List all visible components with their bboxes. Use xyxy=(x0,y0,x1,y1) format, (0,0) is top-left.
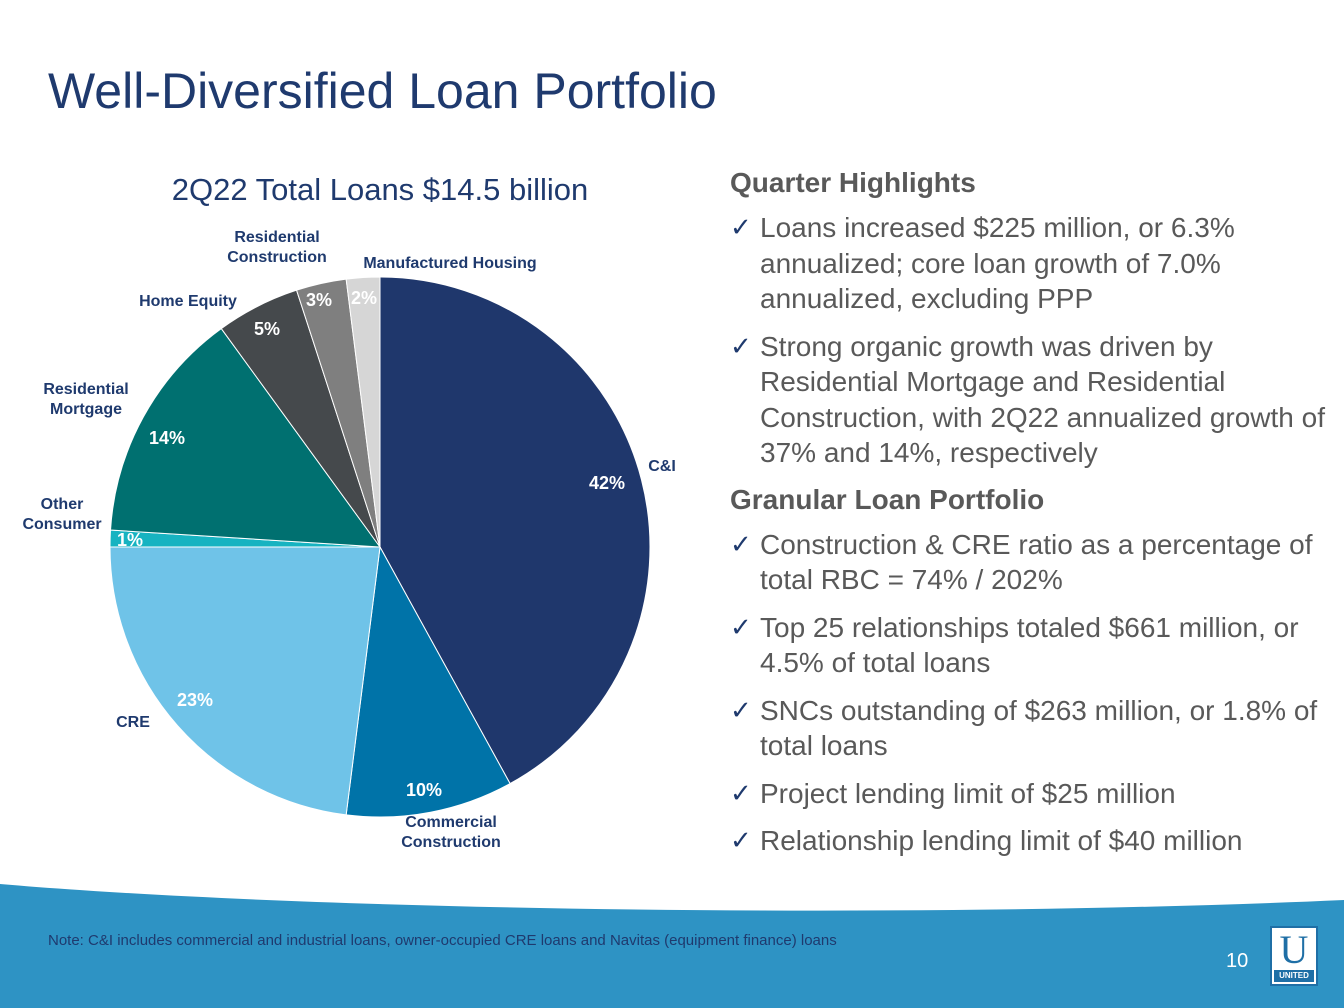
slice-category-label: Manufactured Housing xyxy=(363,255,536,272)
slice-category-label: Residential Mortgage xyxy=(43,381,128,418)
footer-note: Note: C&I includes commercial and indust… xyxy=(48,932,837,949)
logo-letter: U xyxy=(1279,927,1309,972)
section-heading: Granular Loan Portfolio xyxy=(730,483,1045,515)
slice-value-label: 3% xyxy=(306,290,332,310)
pie-slice xyxy=(345,276,381,548)
check-icon: ✓ xyxy=(730,825,752,855)
pie-chart: 42% C&I 10% Commercial Construction 23% CRE 1% O… xyxy=(22,229,676,851)
page-title: Well-Diversified Loan Portfolio xyxy=(48,63,717,119)
bullet-item: ✓ Loans increased $225 million, or 6.3% a… xyxy=(730,212,1235,314)
section-granular-portfolio: Granular Loan Portfolio ✓ Construction & … xyxy=(730,483,1330,859)
slice-value-label: 14% xyxy=(149,428,185,448)
check-icon: ✓ xyxy=(730,330,752,361)
bullet-item: ✓ Project lending limit of $25 million xyxy=(730,776,1330,812)
check-icon: ✓ xyxy=(730,212,752,242)
bullet-item: ✓ Strong organic growth was driven by Res… xyxy=(730,330,1325,469)
check-icon: ✓ xyxy=(730,528,752,559)
pie-slice xyxy=(109,546,381,816)
slice-category-label: CRE xyxy=(116,714,150,731)
slice-category-label: Home Equity xyxy=(139,293,237,310)
slice-category-label: Other Consumer xyxy=(22,496,101,533)
slice-category-label: C&I xyxy=(648,458,676,475)
united-logo: U UNITED xyxy=(1270,926,1318,986)
highlights-panel: Quarter Highlights ✓ Loans increased $225… xyxy=(730,166,1330,871)
check-icon: ✓ xyxy=(730,611,752,642)
slice-value-label: 42% xyxy=(589,473,625,493)
bullet-item: ✓ Top 25 relationships totaled $661 milli… xyxy=(730,611,1299,679)
bullet-item: ✓ SNCs outstanding of $263 million, or 1.… xyxy=(730,694,1318,762)
bullet-item: ✓ Construction & CRE ratio as a percentag… xyxy=(730,528,1313,596)
slice-value-label: 2% xyxy=(351,288,377,308)
slice-value-label: 23% xyxy=(177,690,213,710)
slice-value-label: 1% xyxy=(117,530,143,550)
pie-slice xyxy=(109,327,382,548)
footer-band xyxy=(0,884,1344,1008)
slice-value-label: 10% xyxy=(406,780,442,800)
slice-category-label: Commercial Construction xyxy=(401,814,501,851)
bullet-item: ✓ Relationship lending limit of $40 milli… xyxy=(730,823,1330,859)
slice-category-label: Residential Construction xyxy=(227,229,327,266)
pie-slice xyxy=(379,276,651,785)
section-heading: Quarter Highlights xyxy=(730,167,976,198)
check-icon: ✓ xyxy=(730,694,752,725)
check-icon: ✓ xyxy=(730,777,752,808)
section-quarter-highlights: Quarter Highlights ✓ Loans increased $225… xyxy=(730,166,1330,471)
page-number: 10 xyxy=(1226,950,1249,972)
slice-value-label: 5% xyxy=(254,319,280,339)
pie-slice xyxy=(345,545,511,818)
logo-word: UNITED xyxy=(1274,970,1314,982)
chart-title: 2Q22 Total Loans $14.5 billion xyxy=(171,172,589,207)
